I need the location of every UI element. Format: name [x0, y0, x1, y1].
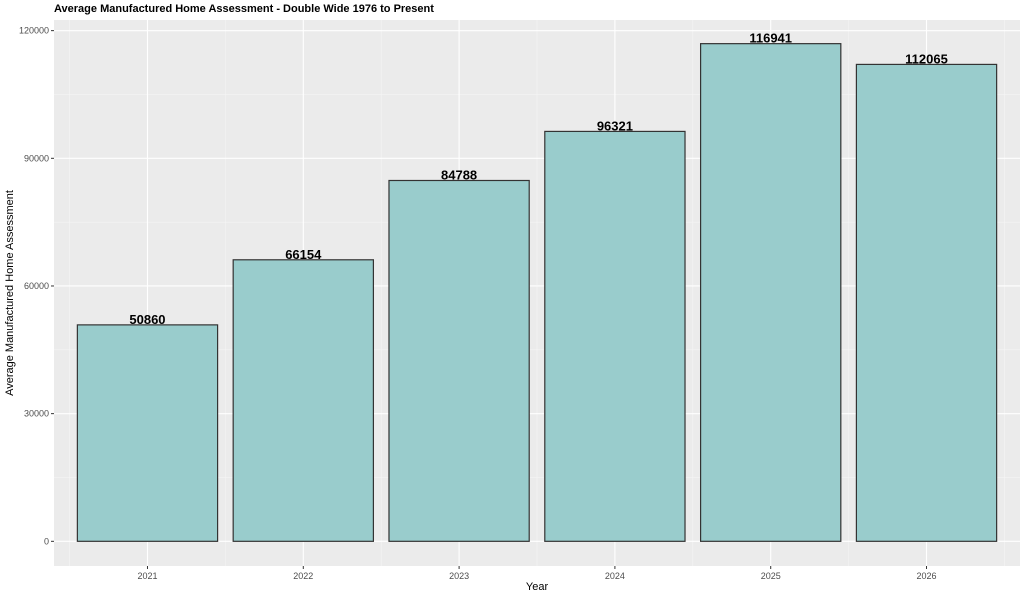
y-tick-label: 0 [44, 536, 49, 546]
data-label-2026: 112065 [905, 51, 948, 66]
chart-title: Average Manufactured Home Assessment - D… [54, 3, 434, 15]
bar-2026 [855, 63, 998, 542]
bars [76, 43, 998, 542]
bar-2023 [388, 179, 530, 542]
bar-2021 [76, 324, 219, 542]
x-tick-label: 2024 [605, 571, 625, 581]
data-label-2023: 84788 [441, 167, 477, 182]
bar-2022 [232, 259, 375, 542]
y-tick-label: 30000 [24, 409, 49, 419]
y-tick-label: 90000 [24, 153, 49, 163]
data-labels: 50860 66154 84788 96321 116941 112065 [129, 31, 947, 327]
x-axis-title: Year [526, 581, 549, 593]
data-label-2024: 96321 [597, 118, 633, 133]
bar-2025 [699, 43, 842, 542]
y-axis-title: Average Manufactured Home Assessment [4, 190, 16, 396]
grid-minor [54, 20, 1020, 566]
x-tick-label: 2023 [449, 571, 469, 581]
y-axis-ticks: 0 30000 60000 90000 120000 [19, 26, 54, 546]
y-tick-label: 60000 [24, 281, 49, 291]
y-tick-label: 120000 [19, 26, 49, 36]
x-tick-label: 2021 [137, 571, 157, 581]
data-label-2022: 66154 [285, 247, 322, 262]
x-tick-label: 2026 [917, 571, 937, 581]
bar-2024 [544, 130, 686, 542]
data-label-2025: 116941 [749, 31, 792, 46]
x-tick-label: 2022 [293, 571, 313, 581]
x-tick-label: 2025 [761, 571, 781, 581]
x-axis-ticks: 2021 2022 2023 2024 2025 2026 [137, 566, 937, 581]
data-label-2021: 50860 [129, 312, 165, 327]
